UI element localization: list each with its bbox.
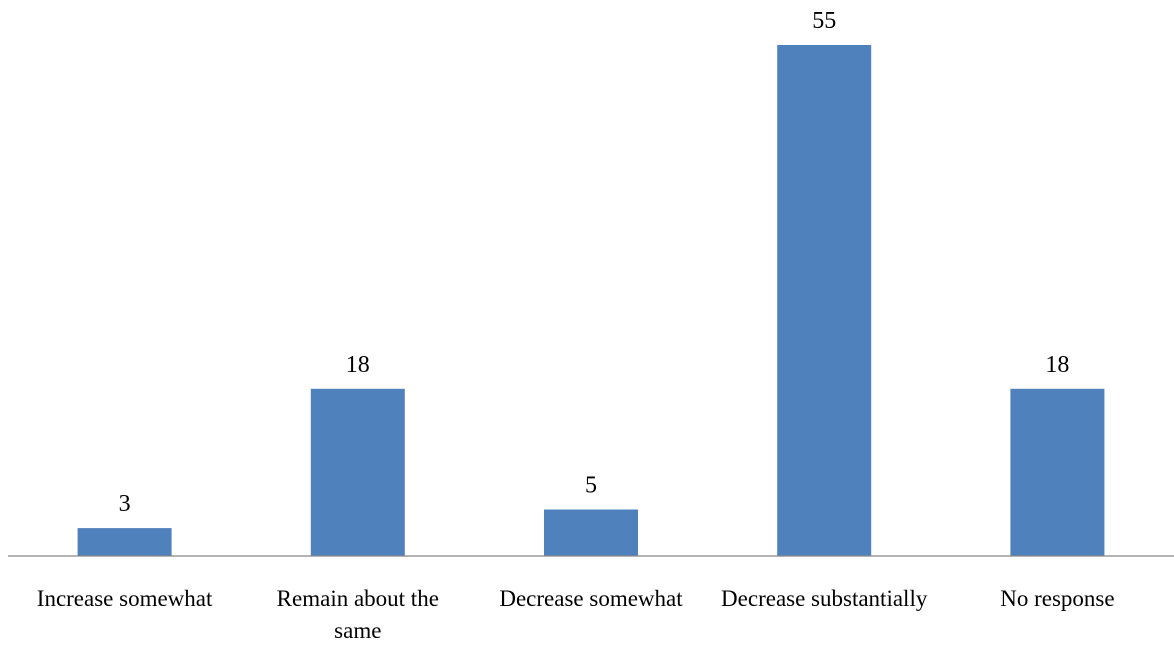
- category-label-line: Decrease substantially: [721, 586, 928, 611]
- bar-1: [310, 388, 405, 556]
- category-label-0: Increase somewhat: [37, 586, 213, 611]
- data-label-4: 18: [1045, 352, 1069, 378]
- category-label-3: Decrease substantially: [721, 586, 928, 611]
- bars-group: [77, 45, 1105, 556]
- category-labels-group: Increase somewhat Remain about the same Dec…: [37, 586, 1115, 643]
- category-label-line: Remain about the: [277, 586, 439, 611]
- category-label-line: Decrease somewhat: [499, 586, 683, 611]
- bar-0: [77, 528, 172, 556]
- category-label-1: Remain about the same: [277, 586, 439, 643]
- data-label-0: 3: [119, 491, 131, 517]
- category-label-line: Increase somewhat: [37, 586, 213, 611]
- category-label-line: No response: [1000, 586, 1114, 611]
- data-label-1: 18: [346, 352, 370, 378]
- bar-3: [777, 45, 872, 556]
- data-label-2: 5: [585, 473, 597, 499]
- bar-4: [1010, 388, 1105, 556]
- category-label-4: No response: [1000, 586, 1114, 611]
- category-label-line: same: [334, 618, 381, 643]
- category-label-2: Decrease somewhat: [499, 586, 683, 611]
- bar-2: [544, 509, 638, 556]
- data-label-3: 55: [812, 8, 836, 34]
